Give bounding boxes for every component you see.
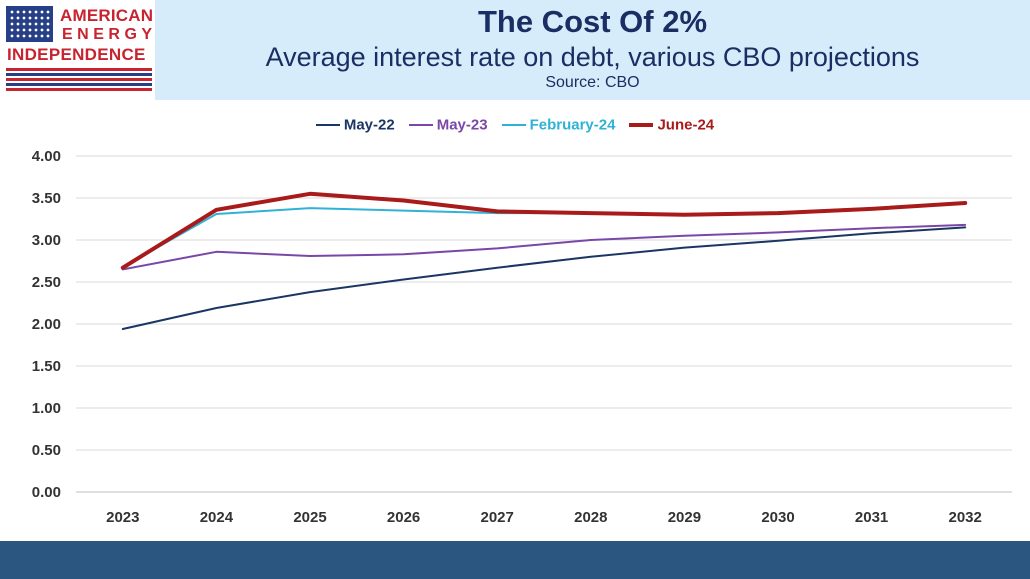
legend-item-may-22: May-22 xyxy=(315,116,395,134)
logo-line-independence: INDEPENDENCE xyxy=(7,45,146,64)
x-tick-label: 2025 xyxy=(293,509,326,526)
logo-line-american: AMERICAN xyxy=(60,6,154,25)
chart-source: Source: CBO xyxy=(545,74,640,91)
chart-legend: May-22 May-23 February-24 June-24 xyxy=(0,116,1030,134)
y-tick-label: 1.50 xyxy=(32,358,61,375)
us-flag-icon xyxy=(6,6,53,42)
y-tick-label: 2.00 xyxy=(32,316,61,333)
legend-label: May-23 xyxy=(436,116,488,134)
logo-stripes xyxy=(6,68,152,94)
legend-swatch xyxy=(501,124,526,127)
footer-band xyxy=(0,541,1030,579)
legend-label: May-22 xyxy=(343,116,395,134)
y-tick-label: 1.00 xyxy=(32,400,61,417)
legend-label: June-24 xyxy=(657,116,715,134)
legend-item-june-24: June-24 xyxy=(629,116,714,134)
chart-subtitle: Average interest rate on debt, various C… xyxy=(265,42,920,72)
legend-label: February-24 xyxy=(529,116,616,134)
x-tick-label: 2028 xyxy=(574,509,607,526)
header-band xyxy=(155,0,1030,100)
y-tick-label: 3.00 xyxy=(32,232,61,249)
legend-item-february-24: February-24 xyxy=(501,116,616,134)
series-line-june-24 xyxy=(120,191,968,270)
y-tick-label: 3.50 xyxy=(32,190,61,207)
chart-title: The Cost Of 2% xyxy=(477,4,708,39)
series-line-may-22 xyxy=(121,226,967,330)
x-tick-label: 2027 xyxy=(481,509,514,526)
x-tick-label: 2030 xyxy=(761,509,794,526)
legend-swatch xyxy=(408,124,433,127)
legend-swatch xyxy=(629,123,654,128)
line-chart: 0.00 0.50 1.00 1.50 2.00 2.50 3.00 3.50 4.00 2023… xyxy=(32,148,1012,526)
x-tick-label: 2024 xyxy=(200,509,234,526)
y-tick-label: 0.50 xyxy=(32,442,61,459)
x-tick-label: 2032 xyxy=(949,509,982,526)
series-line-may-23 xyxy=(121,223,967,271)
x-tick-label: 2023 xyxy=(106,509,139,526)
y-tick-label: 2.50 xyxy=(32,274,61,291)
y-tick-label: 0.00 xyxy=(32,484,61,501)
x-tick-label: 2026 xyxy=(387,509,420,526)
legend-item-may-23: May-23 xyxy=(408,116,488,134)
y-tick-label: 4.00 xyxy=(32,148,61,165)
x-tick-label: 2029 xyxy=(668,509,701,526)
american-energy-independence-logo: AMERICAN ENERGY INDEPENDENCE xyxy=(0,0,155,100)
logo-line-energy: ENERGY xyxy=(62,26,157,43)
legend-swatch xyxy=(315,124,340,127)
x-tick-label: 2031 xyxy=(855,509,888,526)
